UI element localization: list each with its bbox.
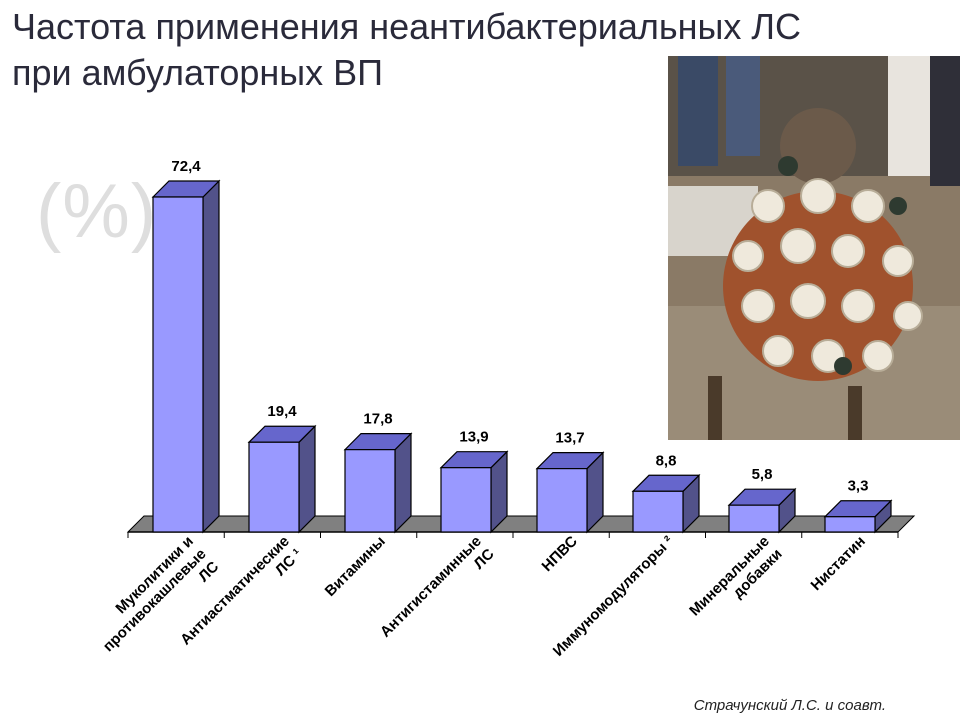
category-label: Муколитики ипротивокашлевыеЛС: [87, 533, 222, 668]
bar-side: [394, 432, 412, 534]
category-label: АнтигистаминныеЛС: [377, 533, 498, 654]
bar-side: [202, 179, 220, 534]
bar-side: [298, 424, 316, 534]
title-line-1: Частота применения неантибактериальных Л…: [12, 6, 801, 47]
category-label: Минеральныедобавки: [686, 533, 785, 632]
title-line-2: при амбулаторных ВП: [12, 52, 384, 93]
category-label-line: НПВС: [539, 533, 581, 575]
category-label: НПВС: [539, 533, 581, 575]
data-label: 5,8: [752, 466, 773, 483]
bar-front: [248, 441, 300, 533]
bar-front: [632, 490, 684, 533]
data-label: 72,4: [171, 158, 201, 175]
bar-3: [343, 432, 413, 534]
street-vendor-photo: [668, 56, 960, 440]
bar-front: [344, 449, 396, 533]
data-label: 8,8: [656, 452, 677, 469]
chart-floor: [126, 515, 916, 533]
data-label: 13,7: [555, 430, 584, 447]
data-label: 13,9: [459, 429, 488, 446]
bar-2: [247, 424, 317, 534]
category-label-line: Антигистаминные: [377, 533, 485, 641]
bar-7: [727, 487, 797, 534]
bar-6: [631, 473, 701, 534]
bar-5: [535, 451, 605, 534]
data-label: 3,3: [848, 478, 869, 495]
bar-front: [824, 516, 876, 533]
photo-illustration: [668, 56, 960, 440]
slide-title: Частота применения неантибактериальных Л…: [12, 4, 952, 96]
bar-front: [152, 196, 204, 533]
bar-1: [151, 179, 221, 534]
data-label: 19,4: [267, 403, 297, 420]
source-citation: Страчунский Л.С. и соавт.: [693, 697, 886, 714]
bar-front: [728, 504, 780, 533]
unit-label: (%): [36, 169, 158, 254]
category-label-line: Нистатин: [808, 533, 869, 594]
bar-front: [536, 468, 588, 533]
bar-4: [439, 450, 509, 534]
category-label: Витамины: [322, 533, 389, 600]
bar-front: [440, 467, 492, 533]
bar-8: [823, 499, 893, 534]
category-label-line: Витамины: [322, 533, 389, 600]
data-label: 17,8: [363, 411, 392, 428]
category-label: Нистатин: [808, 533, 869, 594]
